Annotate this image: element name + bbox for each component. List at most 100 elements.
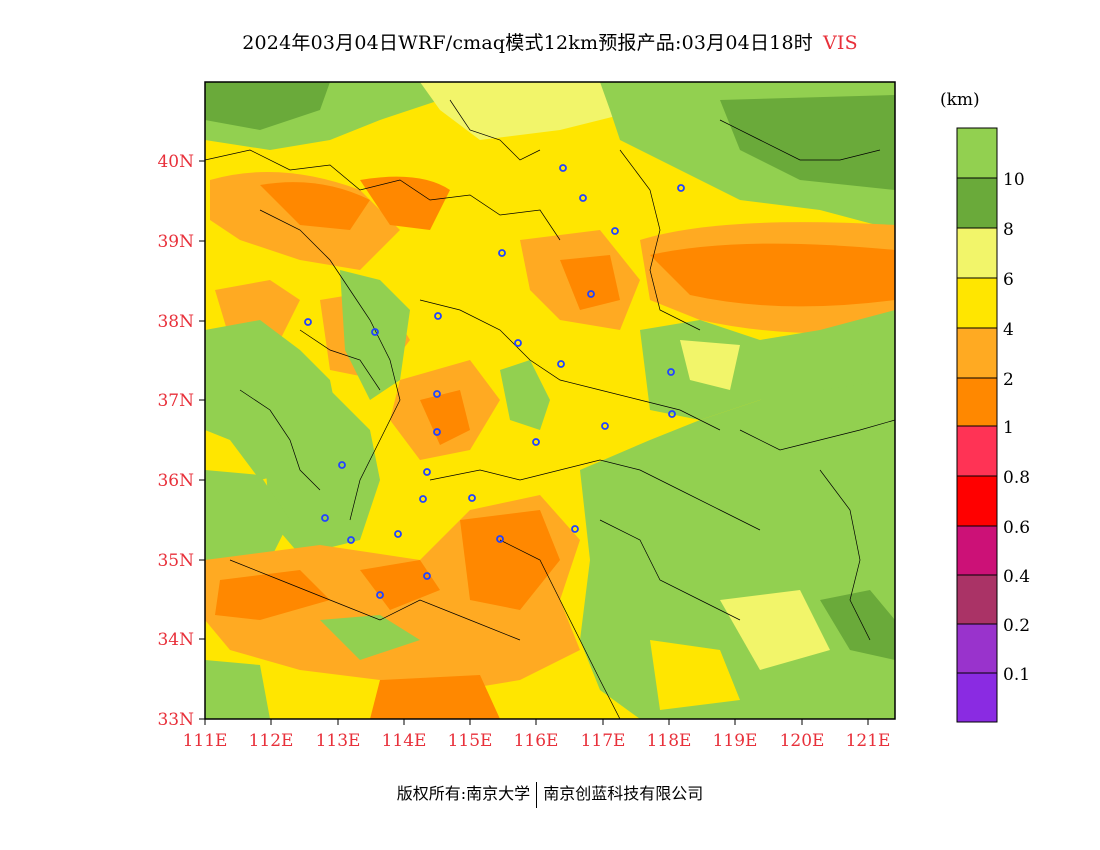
- lat-label: 37N: [157, 391, 194, 411]
- footer-right: 南京创蓝科技有限公司: [543, 784, 704, 803]
- lon-label: 111E: [183, 731, 228, 751]
- lat-label: 39N: [157, 232, 194, 252]
- station-marker: [434, 312, 442, 320]
- station-marker: [433, 390, 441, 398]
- station-marker: [514, 339, 522, 347]
- yellow-region: [650, 640, 740, 710]
- colorbar-label: 10: [1003, 170, 1025, 190]
- colorbar-label: 4: [1003, 320, 1014, 340]
- lat-axis: 40N 39N 38N 37N 36N 35N 34N 33N: [157, 152, 205, 730]
- station-marker: [347, 536, 355, 544]
- station-marker: [419, 495, 427, 503]
- copyright-footer: 版权所有:南京大学 南京创蓝科技有限公司: [0, 780, 1100, 808]
- station-marker: [321, 514, 329, 522]
- green-region: [205, 470, 290, 560]
- footer-divider: [536, 781, 538, 808]
- green-region: [640, 310, 895, 420]
- footer-left: 版权所有:南京大学: [396, 784, 531, 803]
- lon-label: 121E: [846, 731, 891, 751]
- lat-label: 40N: [157, 152, 194, 172]
- station-marker: [376, 591, 384, 599]
- darkorange-region: [360, 176, 450, 230]
- lat-label: 33N: [157, 710, 194, 730]
- colorbar-label: 0.4: [1003, 567, 1030, 587]
- lon-axis: 111E 112E 113E 114E 115E 116E 117E 118E …: [183, 719, 891, 751]
- station-marker: [423, 572, 431, 580]
- station-marker: [557, 360, 565, 368]
- lon-label: 117E: [581, 731, 626, 751]
- station-marker: [677, 184, 685, 192]
- station-marker: [667, 368, 675, 376]
- lat-label: 38N: [157, 312, 194, 332]
- station-marker: [559, 164, 567, 172]
- colorbar-label: 1: [1003, 418, 1014, 438]
- station-marker: [433, 428, 441, 436]
- lon-label: 118E: [647, 731, 692, 751]
- lon-label: 116E: [514, 731, 559, 751]
- colorbar-label: 6: [1003, 270, 1014, 290]
- colorbar-swatch: [957, 624, 997, 673]
- darkgreen-region: [820, 590, 895, 660]
- station-marker: [532, 438, 540, 446]
- darkorange-region: [460, 510, 560, 610]
- lat-label: 36N: [157, 471, 194, 491]
- darkorange-region: [650, 243, 895, 307]
- station-marker: [579, 194, 587, 202]
- station-marker: [611, 227, 619, 235]
- lon-label: 115E: [448, 731, 493, 751]
- station-marker: [571, 525, 579, 533]
- darkorange-region: [260, 182, 370, 230]
- darkorange-region: [560, 255, 620, 310]
- paleyellow-region: [720, 590, 830, 670]
- colorbar-swatch: [957, 526, 997, 575]
- darkgreen-region: [205, 82, 330, 130]
- station-marker: [496, 535, 504, 543]
- station-marker: [304, 318, 312, 326]
- station-marker: [668, 410, 676, 418]
- lon-label: 119E: [713, 731, 758, 751]
- visibility-field: [205, 82, 895, 719]
- station-marker: [371, 328, 379, 336]
- colorbar-swatch: [957, 476, 997, 526]
- colorbar-swatch: [957, 228, 997, 278]
- colorbar-label: 0.6: [1003, 518, 1030, 538]
- darkorange-region: [420, 390, 470, 445]
- colorbar-label: 8: [1003, 220, 1014, 240]
- darkgreen-region: [720, 95, 895, 190]
- colorbar-unit: (km): [940, 90, 980, 110]
- lon-label: 112E: [249, 731, 294, 751]
- darkorange-region: [370, 675, 500, 719]
- colorbar-label: 2: [1003, 370, 1014, 390]
- colorbar-swatch: [957, 575, 997, 624]
- colorbar-swatch: [957, 278, 997, 328]
- station-marker: [498, 249, 506, 257]
- lon-label: 120E: [780, 731, 825, 751]
- colorbar-swatch: [957, 328, 997, 378]
- station-marker: [423, 468, 431, 476]
- colorbar-swatch: [957, 178, 997, 228]
- colorbar: 10 8 6 4 2 1 0.8 0.6 0.4 0.2 0.1: [956, 127, 1030, 723]
- colorbar-label: 0.1: [1003, 665, 1030, 685]
- lon-label: 113E: [316, 731, 361, 751]
- lat-label: 35N: [157, 551, 194, 571]
- paleyellow-region: [420, 82, 640, 140]
- darkorange-region: [215, 570, 330, 620]
- lon-label: 114E: [382, 731, 427, 751]
- title-variable: VIS: [822, 32, 858, 54]
- boundary-lines: [205, 99, 895, 719]
- green-region: [500, 360, 550, 430]
- map-title: 2024年03月04日WRF/cmaq模式12km预报产品:03月04日18时 V…: [0, 28, 1100, 55]
- station-marker: [394, 530, 402, 538]
- colorbar-swatch: [957, 128, 997, 178]
- station-marker: [601, 422, 609, 430]
- green-region: [205, 660, 270, 719]
- colorbar-swatch: [957, 426, 997, 476]
- colorbar-label: 0.2: [1003, 616, 1030, 636]
- paleyellow-region: [680, 340, 740, 390]
- green-region: [320, 615, 420, 660]
- colorbar-label: 0.8: [1003, 468, 1030, 488]
- colorbar-swatch: [957, 673, 997, 722]
- station-markers: [304, 164, 685, 599]
- station-marker: [338, 461, 346, 469]
